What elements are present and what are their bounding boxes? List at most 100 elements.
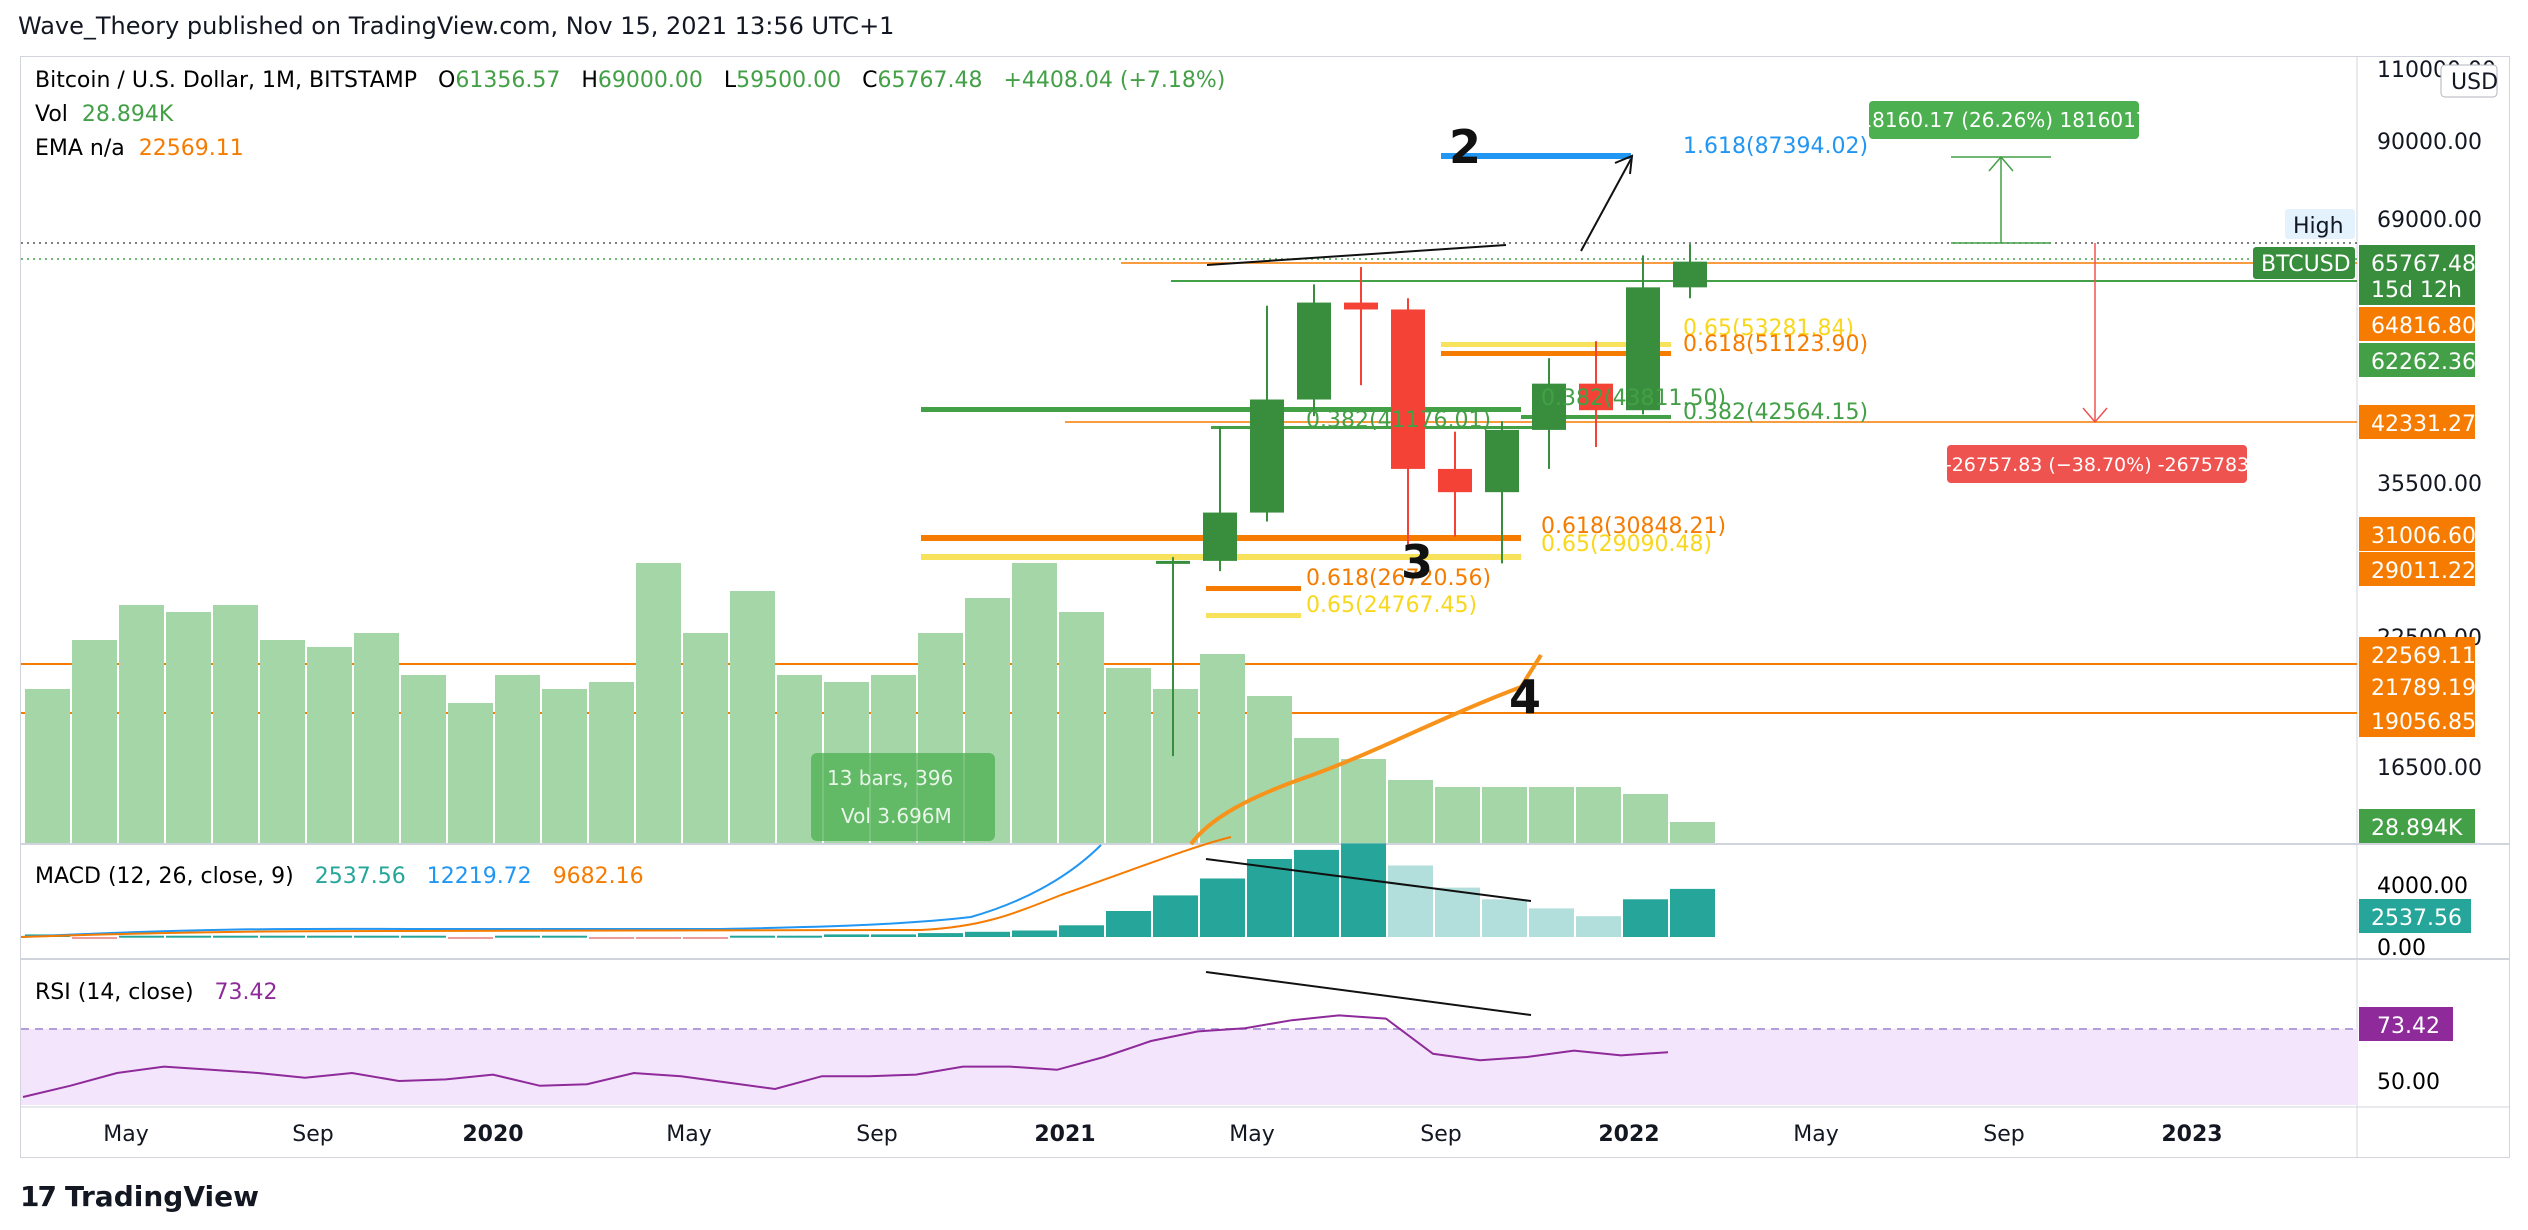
macd-tick-0: 0.00: [2377, 936, 2426, 961]
tradingview-logo-icon: 17: [20, 1180, 57, 1213]
macd-bar: [260, 935, 305, 938]
macd-bar: [495, 935, 540, 938]
time-axis-label: Sep: [1983, 1122, 2024, 1147]
fib-label-0618-b: 0.618(30848.21): [1541, 514, 1726, 539]
price-label-text: 42331.27: [2371, 412, 2476, 437]
svg-text:Bitcoin / U.S. Dollar, 1M, BIT: Bitcoin / U.S. Dollar, 1M, BITSTAMP O613…: [35, 68, 1225, 93]
fib-label-1618: 1.618(87394.02): [1683, 134, 1868, 159]
price-label-text: 15d 12h: [2371, 278, 2462, 303]
measure-down-box[interactable]: [1947, 445, 2247, 483]
candles[interactable]: [1156, 244, 1707, 757]
projection-arrow: [1580, 158, 1632, 252]
macd-bar: [354, 935, 399, 938]
wave-label-2: 2: [1449, 120, 1481, 174]
macd-bar: [683, 937, 728, 939]
macd-bar: [1623, 899, 1668, 937]
volume-bar: [354, 633, 399, 843]
macd-bar: [1153, 895, 1198, 937]
macd-bar: [918, 933, 963, 937]
candle-body[interactable]: [1579, 383, 1613, 411]
svg-text:35500.00: 35500.00: [2377, 472, 2482, 497]
measure-down-arrow: [2082, 407, 2108, 424]
fib-bar-0618-c[interactable]: [1206, 586, 1301, 591]
candle-body[interactable]: [1250, 399, 1284, 513]
volume-bar: [166, 612, 211, 843]
volume-bar: [1529, 787, 1574, 843]
currency-label: USD: [2451, 70, 2498, 95]
footer-brand-text: TradingView: [64, 1180, 259, 1213]
macd-bar: [1482, 899, 1527, 937]
macd-histogram: [25, 843, 1715, 939]
high-tag-text: High: [2293, 214, 2344, 239]
macd-value-label: 2537.56: [2371, 906, 2462, 931]
time-axis-label: May: [1793, 1122, 1838, 1147]
volume-bar: [448, 703, 493, 843]
time-axis[interactable]: May Sep 2020 May Sep 2021 May Sep 2022 May Sep 2023: [103, 1122, 2222, 1147]
macd-bar: [1435, 887, 1480, 937]
candle-body[interactable]: [1673, 261, 1707, 288]
time-axis-label: Sep: [1420, 1122, 1461, 1147]
fib-bar-1618[interactable]: [1441, 153, 1631, 159]
volume-bar: [1670, 822, 1715, 843]
macd-bar: [965, 931, 1010, 937]
price-label-text: 62262.36: [2371, 350, 2476, 375]
price-label-tag: [2359, 517, 2475, 551]
price-label-tag: [2359, 405, 2475, 439]
volume-bar: [1200, 654, 1245, 843]
fib-bar-0618-a[interactable]: [1441, 351, 1671, 356]
fib-bar-0382-c[interactable]: [1211, 426, 1541, 429]
macd-bar: [1576, 916, 1621, 937]
candle-body[interactable]: [1156, 560, 1190, 564]
candle-body[interactable]: [1485, 429, 1519, 493]
volume-bar: [25, 689, 70, 843]
price-label-tag: [2359, 307, 2475, 341]
fib-label-065-b: 0.65(29090.48): [1541, 532, 1712, 557]
candle-body[interactable]: [1297, 302, 1331, 400]
macd-bar: [166, 935, 211, 938]
time-axis-label: May: [1229, 1122, 1274, 1147]
fib-label-0382-b: 0.382(42564.15): [1683, 400, 1868, 425]
price-label-text: 64816.80: [2371, 314, 2476, 339]
macd-bar: [213, 935, 258, 938]
volume-bar: [1623, 794, 1668, 843]
volume-bar: [1341, 759, 1386, 843]
wave-label-3: 3: [1401, 535, 1433, 589]
candle-body[interactable]: [1438, 468, 1472, 493]
time-axis-label: 2020: [462, 1122, 523, 1147]
candle-body[interactable]: [1203, 512, 1237, 561]
candle-body[interactable]: [1391, 309, 1425, 469]
measure-up-box[interactable]: [1869, 101, 2139, 139]
price-label-tag: [2359, 669, 2475, 703]
fib-bar-065-c[interactable]: [1206, 613, 1301, 618]
macd-bar: [401, 935, 446, 938]
measure-up-text: 18160.17 (26.26%) 1816017: [1859, 108, 2148, 132]
currency-button[interactable]: [2440, 64, 2498, 98]
time-axis-label: Sep: [856, 1122, 897, 1147]
volume-bar: [1012, 563, 1057, 843]
volume-bar: [72, 640, 117, 843]
candle-body[interactable]: [1344, 302, 1378, 310]
volume-bar: [589, 682, 634, 843]
candle-body[interactable]: [1626, 287, 1660, 411]
macd-bar: [1012, 930, 1057, 937]
candle-body[interactable]: [1532, 383, 1566, 430]
fib-bar-0382-b[interactable]: [921, 407, 1521, 412]
fib-label-065-a: 0.65(53281.84): [1683, 316, 1854, 341]
macd-bar: [72, 937, 117, 939]
volume-bar: [119, 605, 164, 843]
volume-bar: [542, 689, 587, 843]
fib-bar-065-a[interactable]: [1441, 342, 1671, 347]
macd-tick-4000: 4000.00: [2377, 874, 2468, 899]
bars-range-box[interactable]: [811, 753, 995, 841]
price-label-tag: [2359, 809, 2475, 843]
macd-bar: [448, 937, 493, 939]
volume-bar: [495, 675, 540, 843]
chart-svg[interactable]: 18160.17 (26.26%) 1816017 -26757.83 (−38…: [20, 57, 2509, 1157]
macd-bar: [542, 935, 587, 938]
wave-label-4: 4: [1509, 670, 1541, 724]
footer-brand[interactable]: 17 TradingView: [20, 1180, 259, 1213]
time-axis-label: 2023: [2161, 1122, 2222, 1147]
macd-bar: [1670, 888, 1715, 937]
bars-range-line1: 13 bars, 396: [827, 766, 953, 790]
